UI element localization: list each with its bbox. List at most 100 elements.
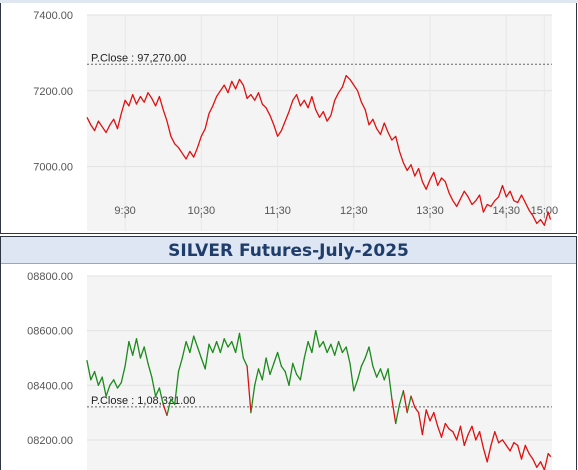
price-line-segment — [467, 425, 473, 436]
price-line-segment — [154, 387, 161, 397]
y-tick-label: 7000.00 — [33, 162, 73, 174]
price-line-segment — [501, 439, 507, 447]
price-line-segment — [524, 444, 530, 455]
price-line-segment — [147, 362, 153, 378]
price-line-segment — [410, 395, 416, 408]
price-line-segment — [528, 452, 534, 460]
x-tick-label: 13:30 — [416, 205, 444, 217]
price-line-segment — [311, 329, 317, 354]
price-line-segment — [543, 452, 549, 470]
price-line-segment — [475, 431, 481, 441]
price-line-segment — [486, 444, 492, 463]
price-line-segment — [509, 442, 515, 452]
price-line-segment — [353, 379, 359, 392]
y-tick-label: 7400.00 — [33, 10, 73, 22]
price-line-segment — [398, 390, 405, 406]
price-line-segment — [345, 346, 351, 365]
top-strip — [0, 0, 578, 3]
price-line-segment — [315, 329, 321, 348]
price-line-segment — [132, 338, 138, 356]
price-line-segment — [162, 403, 168, 417]
price-line-segment — [463, 433, 469, 447]
price-line-segment — [478, 431, 485, 449]
price-line-segment — [139, 346, 145, 359]
price-line-segment — [387, 368, 393, 400]
price-line-segment — [429, 411, 435, 422]
y-tick-label: 7200.00 — [33, 86, 73, 98]
price-line-segment — [174, 370, 180, 406]
price-line-segment — [143, 346, 149, 365]
price-line-segment — [513, 442, 519, 447]
price-line-segment — [246, 365, 252, 414]
y-tick-label: 08800.00 — [27, 271, 73, 283]
price-line-segment — [219, 338, 225, 354]
price-line-segment — [113, 379, 119, 389]
price-line-segment — [437, 425, 443, 438]
price-line-segment — [109, 379, 115, 386]
price-line-segment — [254, 368, 260, 386]
price-line-segment — [261, 357, 267, 381]
price-line-segment — [276, 351, 283, 367]
price-line-segment — [250, 384, 256, 414]
price-line-segment — [356, 365, 363, 381]
price-line-segment — [158, 387, 164, 406]
price-line-segment — [520, 444, 526, 460]
price-line-segment — [238, 332, 244, 359]
price-line-segment — [265, 357, 271, 376]
price-line-segment — [93, 370, 100, 386]
price-line-segment — [497, 439, 504, 444]
price-line-segment — [90, 370, 96, 381]
price-line-segment — [417, 411, 424, 436]
price-line-segment — [284, 370, 290, 386]
x-tick-label: 9:30 — [114, 205, 135, 217]
price-line-segment — [539, 461, 546, 470]
price-line-segment — [215, 340, 222, 354]
price-line — [86, 74, 552, 226]
price-line-segment — [379, 368, 385, 381]
price-line-segment — [223, 338, 229, 348]
price-line-segment — [337, 340, 344, 354]
price-line-segment — [295, 373, 302, 381]
price-line-segment — [433, 411, 439, 427]
price-line-segment — [532, 458, 538, 468]
y-tick-label: 08400.00 — [27, 380, 73, 392]
price-line-segment — [86, 360, 92, 381]
price-line-segment — [322, 340, 328, 354]
price-chart-bottom: 08800.00 08600.00 08400.00 08200.00 P.Close … — [27, 271, 552, 470]
price-line-segment — [368, 346, 374, 367]
price-line-segment — [151, 376, 157, 397]
price-line-segment — [326, 343, 332, 354]
price-line-segment — [242, 357, 248, 367]
price-line-segment — [105, 384, 111, 397]
price-line-segment — [185, 340, 191, 354]
x-tick-label: 14:30 — [492, 205, 520, 217]
price-line-segment — [257, 368, 263, 381]
price-line-segment — [505, 444, 511, 452]
price-line-segment — [212, 340, 218, 354]
price-line-segment — [440, 422, 446, 438]
price-line-segment — [395, 403, 401, 425]
price-line-segment — [135, 338, 142, 359]
price-line-segment — [334, 340, 340, 356]
price-line-segment — [273, 351, 279, 365]
y-tick-label: 08600.00 — [27, 326, 73, 338]
price-line-segment — [170, 398, 176, 406]
price-line-segment — [307, 340, 313, 354]
chart-title: SILVER Futures-July-2025 — [1, 236, 576, 264]
price-line-segment — [547, 452, 552, 457]
price-line-segment — [292, 362, 298, 376]
price-line-segment — [196, 346, 202, 359]
price-line-segment — [536, 461, 542, 468]
price-line-segment — [372, 365, 378, 378]
x-tick-label: 15:00 — [531, 205, 559, 217]
plot-area — [87, 276, 552, 470]
y-tick-label: 08200.00 — [27, 435, 73, 447]
price-line-segment — [97, 376, 103, 386]
price-line-segment — [299, 357, 305, 381]
x-tick-label: 11:30 — [264, 205, 291, 217]
price-line-segment — [349, 362, 355, 392]
price-line-segment — [482, 447, 488, 463]
price-line-segment — [364, 346, 370, 359]
price-line-segment — [128, 340, 134, 356]
price-line-segment — [517, 444, 523, 460]
